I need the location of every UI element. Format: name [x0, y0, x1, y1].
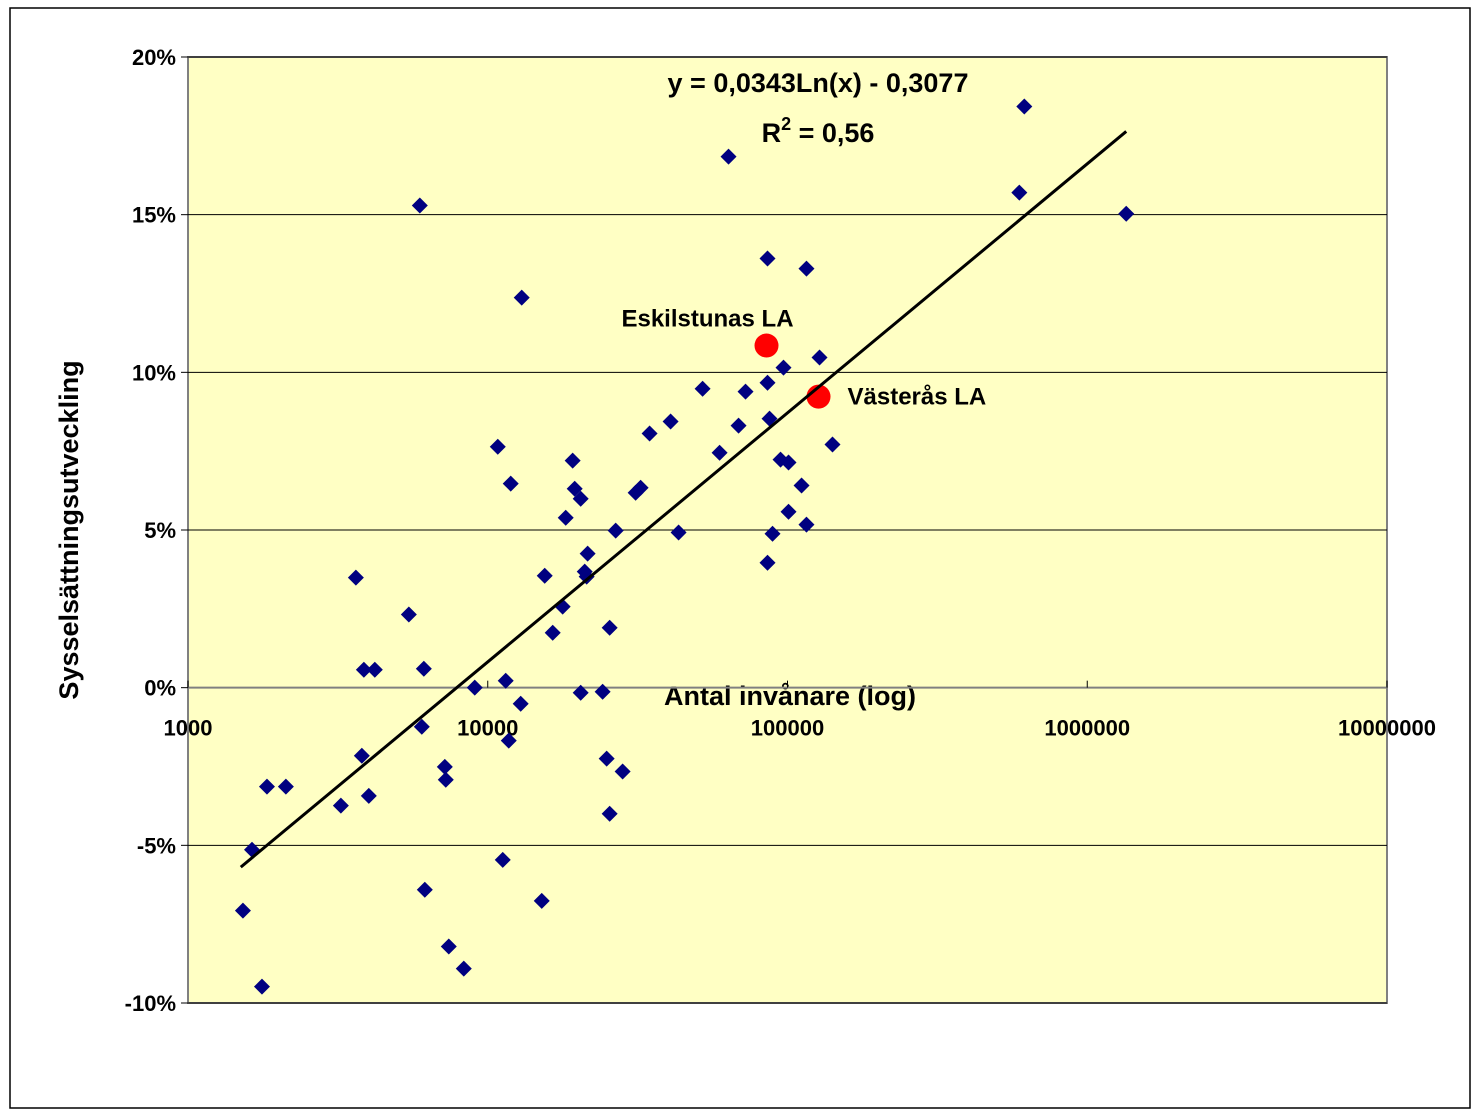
- point: [720, 148, 737, 165]
- point: [400, 606, 417, 623]
- point: [780, 454, 797, 471]
- point: [277, 778, 294, 795]
- point: [353, 747, 370, 764]
- point: [332, 797, 349, 814]
- point: [641, 425, 658, 442]
- x-tick-label: 1000: [164, 716, 213, 741]
- point: [489, 438, 506, 455]
- point: [566, 480, 583, 497]
- point: [798, 260, 815, 277]
- point: [502, 475, 519, 492]
- point: [512, 695, 529, 712]
- point: [711, 444, 728, 461]
- point: [793, 477, 810, 494]
- y-tick-label: -5%: [137, 833, 176, 858]
- point: [436, 758, 453, 775]
- point: [544, 624, 561, 641]
- point: [416, 881, 433, 898]
- y-tick-label: 5%: [144, 518, 176, 543]
- r2-base: R: [762, 118, 782, 148]
- point: [824, 436, 841, 453]
- point: [578, 568, 595, 585]
- y-tick-label: 0%: [144, 676, 176, 701]
- point: [455, 960, 472, 977]
- point: [1011, 184, 1028, 201]
- point: [494, 851, 511, 868]
- y-tick-label: -10%: [125, 991, 176, 1016]
- point: [413, 718, 430, 735]
- point: [360, 787, 377, 804]
- point: [1118, 205, 1135, 222]
- point: [598, 750, 615, 767]
- point: [737, 383, 754, 400]
- r2-sup: 2: [781, 114, 791, 134]
- r2-rest: = 0,56: [791, 118, 874, 148]
- y-axis-label: Sysselsättningsutveckling: [54, 360, 84, 699]
- point: [355, 661, 372, 678]
- point: [632, 479, 649, 496]
- x-axis-label: Antal invånare (log): [664, 681, 916, 711]
- point: [572, 490, 589, 507]
- point: [536, 567, 553, 584]
- point: [607, 522, 624, 539]
- point: [253, 978, 270, 995]
- point: [759, 554, 776, 571]
- point: [601, 805, 618, 822]
- point: [513, 289, 530, 306]
- point: [662, 413, 679, 430]
- x-tick-label: 100000: [751, 716, 824, 741]
- point: [694, 380, 711, 397]
- trend-r2: R2 = 0,56: [762, 114, 875, 148]
- point: [775, 359, 792, 376]
- point: [437, 771, 454, 788]
- point: [440, 938, 457, 955]
- point: [670, 524, 687, 541]
- point: [415, 660, 432, 677]
- point: [811, 349, 828, 366]
- x-tick-label: 10000000: [1338, 716, 1436, 741]
- point: [347, 569, 364, 586]
- point: [258, 778, 275, 795]
- point: [234, 902, 251, 919]
- point: [466, 679, 483, 696]
- y-tick-label: 20%: [132, 45, 176, 70]
- point: [564, 452, 581, 469]
- point: [594, 683, 611, 700]
- point: [601, 619, 618, 636]
- point-label: Västerås LA: [848, 384, 987, 411]
- point: [759, 374, 776, 391]
- point: [497, 672, 514, 689]
- point: [572, 684, 589, 701]
- point: [411, 197, 428, 214]
- x-tick-label: 1000000: [1044, 716, 1130, 741]
- point: [1016, 98, 1033, 115]
- point: [579, 545, 596, 562]
- point: [764, 525, 781, 542]
- y-tick-label: 15%: [132, 203, 176, 228]
- point: [759, 250, 776, 267]
- point: [533, 892, 550, 909]
- point: [500, 732, 517, 749]
- point: [366, 661, 383, 678]
- y-tick-label: 10%: [132, 360, 176, 385]
- trend-equation: y = 0,0343Ln(x) - 0,3077: [668, 68, 969, 98]
- point: [557, 509, 574, 526]
- point-label: Eskilstunas LA: [621, 306, 793, 333]
- point: [614, 763, 631, 780]
- point: [798, 516, 815, 533]
- point: [754, 333, 779, 358]
- point: [730, 417, 747, 434]
- point: [780, 503, 797, 520]
- trend-line: [239, 130, 1128, 869]
